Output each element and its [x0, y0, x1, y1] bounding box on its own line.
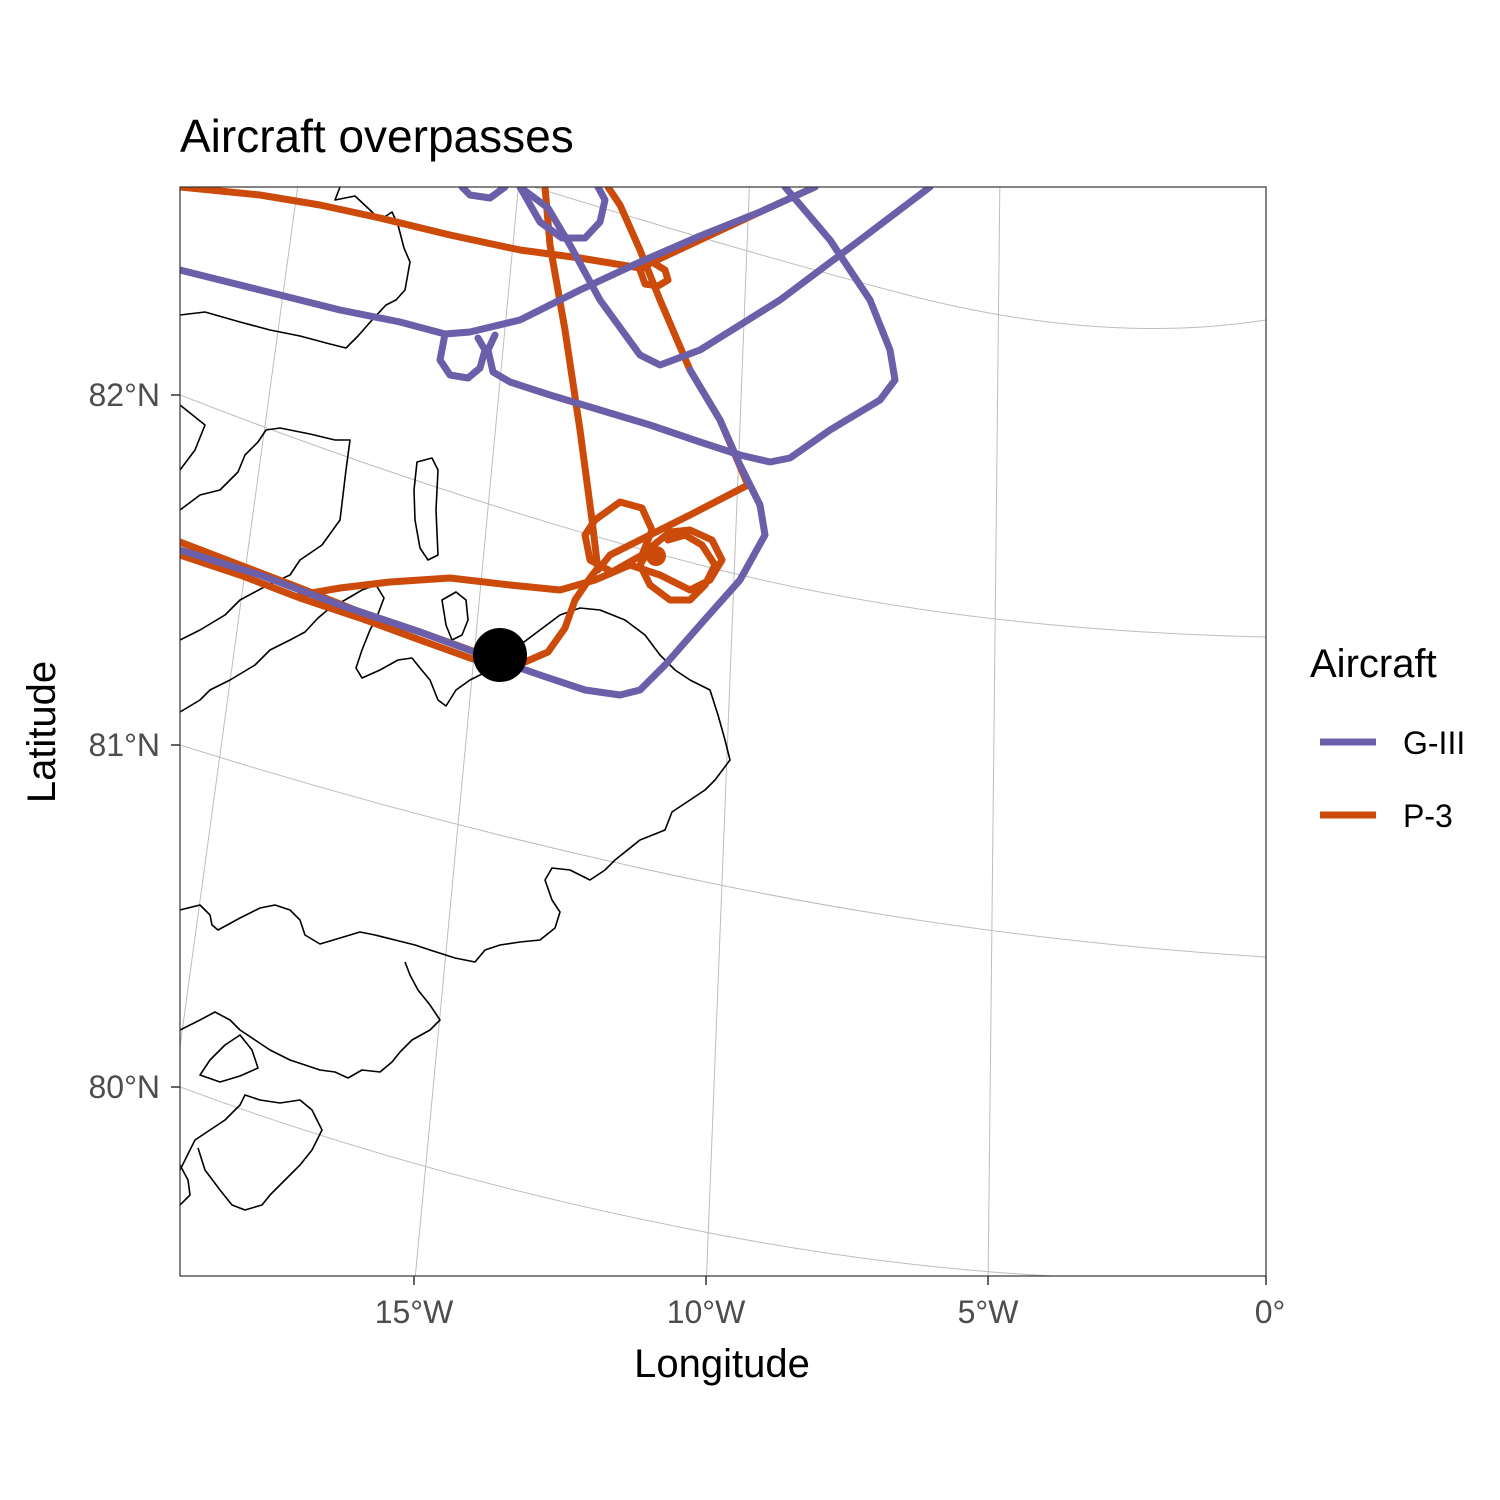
x-tick-label: 15°W: [375, 1294, 454, 1330]
legend-label-p3: P-3: [1403, 798, 1453, 834]
parallel-82n: [180, 394, 1266, 638]
coastline-south: [180, 961, 441, 1079]
coastline-southeast: [180, 1094, 323, 1211]
y-tick-label: 81°N: [89, 727, 161, 763]
coastlines: [180, 187, 731, 1211]
map-panel: [180, 187, 1266, 1276]
track-g3: [180, 187, 934, 699]
parallel-82-5n: [532, 187, 1266, 330]
meridian-15w: [414, 187, 519, 1276]
legend-title: Aircraft: [1310, 642, 1437, 686]
y-axis-title: Latitude: [20, 661, 64, 803]
x-axis-title: Longitude: [634, 1342, 810, 1386]
graticule: [180, 187, 1266, 1276]
island-narrow: [413, 457, 439, 561]
y-axis: 82°N 81°N 80°N Latitude: [20, 377, 180, 1105]
g3-track-line: [180, 187, 934, 699]
meridian-5w: [987, 187, 1001, 1276]
coastline-mainland: [180, 584, 731, 963]
legend: Aircraft G-III P-3: [1310, 642, 1465, 834]
p3-loop-marker: [646, 546, 666, 566]
meridian-20w: [180, 187, 299, 1051]
y-tick-label: 80°N: [89, 1069, 161, 1105]
island-inlet: [199, 1034, 259, 1083]
panel-border: [179, 186, 1267, 1277]
island-small: [441, 591, 469, 641]
coastline-headland: [180, 404, 206, 471]
y-tick-label: 82°N: [89, 377, 161, 413]
x-axis: 15°W 10°W 5°W 0° Longitude: [375, 1276, 1286, 1386]
chart-title: Aircraft overpasses: [180, 110, 574, 162]
coastline-peninsula: [180, 427, 351, 641]
parallel-81-5n: [180, 744, 1266, 958]
x-tick-label: 0°: [1255, 1294, 1286, 1330]
meridian-10w: [706, 187, 750, 1276]
parallel-81n: [180, 1086, 1266, 1276]
x-tick-label: 10°W: [667, 1294, 746, 1330]
coastline-southwest: [180, 1164, 191, 1206]
point-marker: [473, 628, 527, 682]
x-tick-label: 5°W: [958, 1294, 1020, 1330]
legend-label-g3: G-III: [1403, 725, 1465, 761]
